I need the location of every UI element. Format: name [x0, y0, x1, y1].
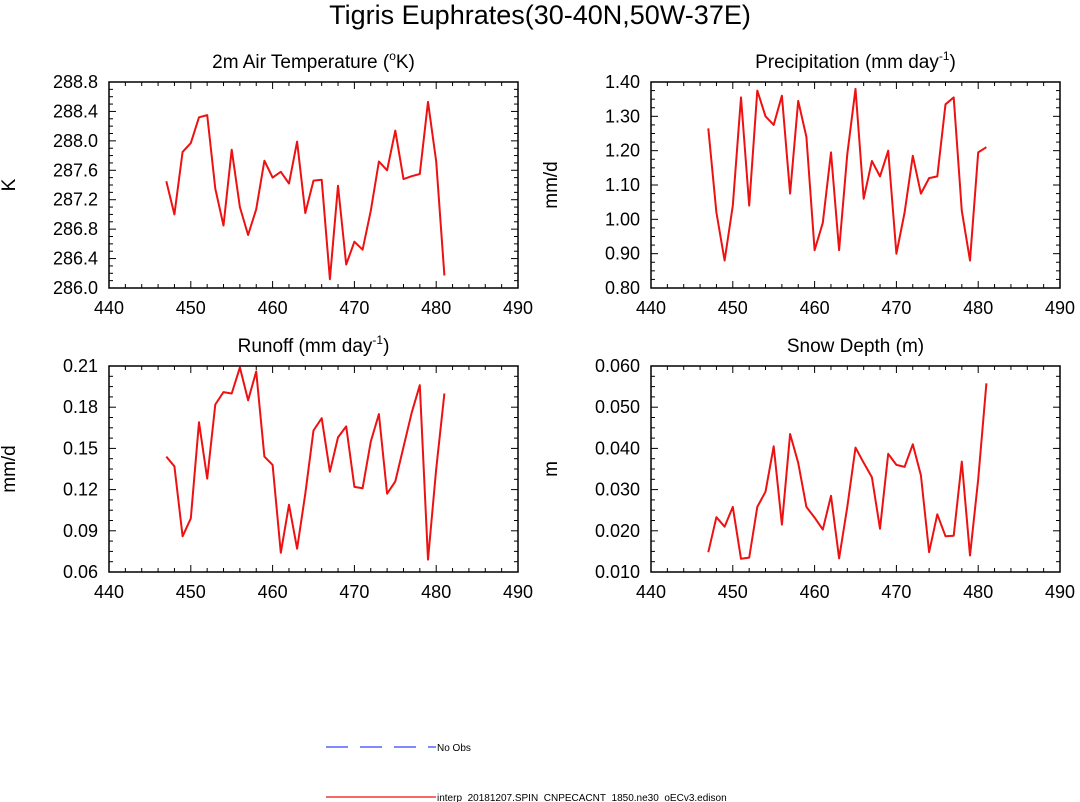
- y-tick-label: 0.90: [605, 244, 640, 264]
- y-axis-label: K: [0, 178, 20, 191]
- panel-4: Snow Depth (m) 440 450 460 470 480 490 0.010 0.0…: [541, 336, 1075, 602]
- y-tick-label: 0.18: [63, 397, 98, 417]
- y-tick-label: 288.8: [53, 72, 98, 92]
- x-tick-label: 460: [800, 582, 830, 602]
- y-tick-label: 0.010: [595, 562, 640, 582]
- y-tick-label: 0.15: [63, 438, 98, 458]
- panel-title: Precipitation (mm day-1): [755, 49, 956, 73]
- main-title: Tigris Euphrates(30-40N,50W-37E): [329, 0, 751, 30]
- y-tick-label: 287.6: [53, 160, 98, 180]
- y-tick-label: 0.12: [63, 480, 98, 500]
- y-tick-label: 286.8: [53, 219, 98, 239]
- y-tick-label: 0.040: [595, 438, 640, 458]
- x-tick-label: 490: [1045, 298, 1075, 318]
- x-tick-label: 490: [503, 298, 533, 318]
- plot-frame: [108, 81, 519, 289]
- x-tick-label: 450: [718, 582, 748, 602]
- y-tick-label: 0.06: [63, 562, 98, 582]
- x-tick-label: 440: [94, 582, 124, 602]
- y-tick-label: 0.020: [595, 521, 640, 541]
- y-axis-label: mm/d: [541, 161, 562, 209]
- y-tick-label: 288.0: [53, 131, 98, 151]
- x-tick-label: 470: [339, 582, 369, 602]
- panel-title-suffix: K): [396, 52, 415, 73]
- y-tick-label: 0.050: [595, 397, 640, 417]
- y-axis-label: mm/d: [0, 445, 20, 493]
- panel-title: Snow Depth (m): [787, 336, 924, 357]
- x-tick-label: 440: [94, 298, 124, 318]
- y-tick-label: 1.30: [605, 106, 640, 126]
- x-tick-label: 460: [258, 582, 288, 602]
- y-tick-label: 0.09: [63, 521, 98, 541]
- panel-title-suffix: ): [950, 52, 956, 73]
- series-line: [707, 383, 988, 560]
- series-line: [165, 366, 446, 561]
- y-tick-label: 0.060: [595, 356, 640, 376]
- plot-frame: [650, 81, 1061, 289]
- y-tick-label: 0.030: [595, 480, 640, 500]
- x-tick-label: 480: [963, 298, 993, 318]
- x-tick-label: 490: [503, 582, 533, 602]
- panel-title-superscript: o: [389, 49, 396, 63]
- y-tick-label: 1.00: [605, 209, 640, 229]
- panel-title: 2m Air Temperature (oK): [212, 49, 415, 73]
- panel-title-suffix: ): [383, 336, 389, 357]
- panel-title-main: 2m Air Temperature (: [212, 52, 390, 73]
- panel-title-main: Precipitation (mm day: [755, 52, 939, 73]
- plot-frame: [108, 365, 519, 573]
- x-tick-label: 440: [636, 582, 666, 602]
- x-tick-label: 450: [176, 298, 206, 318]
- y-tick-label: 1.40: [605, 72, 640, 92]
- x-tick-label: 450: [718, 298, 748, 318]
- series-line: [707, 87, 987, 262]
- x-tick-label: 480: [963, 582, 993, 602]
- y-tick-label: 286.4: [53, 249, 98, 269]
- panels: 2m Air Temperature (oK)440 450 460 470 480 49…: [0, 49, 1075, 602]
- x-tick-label: 490: [1045, 582, 1075, 602]
- legend-label-model: interp_20181207.SPIN_CNPECACNT_1850.ne30…: [437, 793, 727, 802]
- y-tick-label: 288.4: [53, 101, 98, 121]
- x-tick-label: 470: [881, 582, 911, 602]
- plot-frame: [650, 365, 1061, 573]
- x-tick-label: 460: [800, 298, 830, 318]
- x-tick-label: 470: [881, 298, 911, 318]
- legend-label-no-obs: No Obs: [437, 743, 471, 754]
- y-tick-label: 1.20: [605, 141, 640, 161]
- y-tick-label: 286.0: [53, 278, 98, 298]
- panel-1: 2m Air Temperature (oK) 440 450 460 470 480 49…: [0, 49, 533, 318]
- x-tick-label: 470: [339, 298, 369, 318]
- panel-3: Runoff (mm day-1) 440 450 460 470 480 490 0.06 0…: [0, 333, 533, 602]
- panel-title-main: Runoff (mm day: [238, 336, 373, 357]
- y-tick-label: 0.80: [605, 278, 640, 298]
- x-tick-label: 460: [258, 298, 288, 318]
- y-tick-label: 287.2: [53, 190, 98, 210]
- panel-title-superscript: -1: [372, 333, 383, 347]
- panel-title-superscript: -1: [939, 49, 950, 63]
- panel-title-main: Snow Depth (m): [787, 336, 924, 357]
- y-axis-label: m: [541, 461, 562, 477]
- panel-title: Runoff (mm day-1): [238, 333, 390, 357]
- y-tick-label: 1.10: [605, 175, 640, 195]
- x-tick-label: 450: [176, 582, 206, 602]
- x-tick-label: 440: [636, 298, 666, 318]
- panel-2: Precipitation (mm day-1) 440 450 460 470 480 4…: [541, 49, 1075, 318]
- x-tick-label: 480: [421, 298, 451, 318]
- y-tick-label: 0.21: [63, 356, 98, 376]
- series-line: [165, 100, 446, 281]
- legend: No Obs interp_20181207.SPIN_CNPECACNT_185…: [326, 743, 727, 802]
- x-tick-label: 480: [421, 582, 451, 602]
